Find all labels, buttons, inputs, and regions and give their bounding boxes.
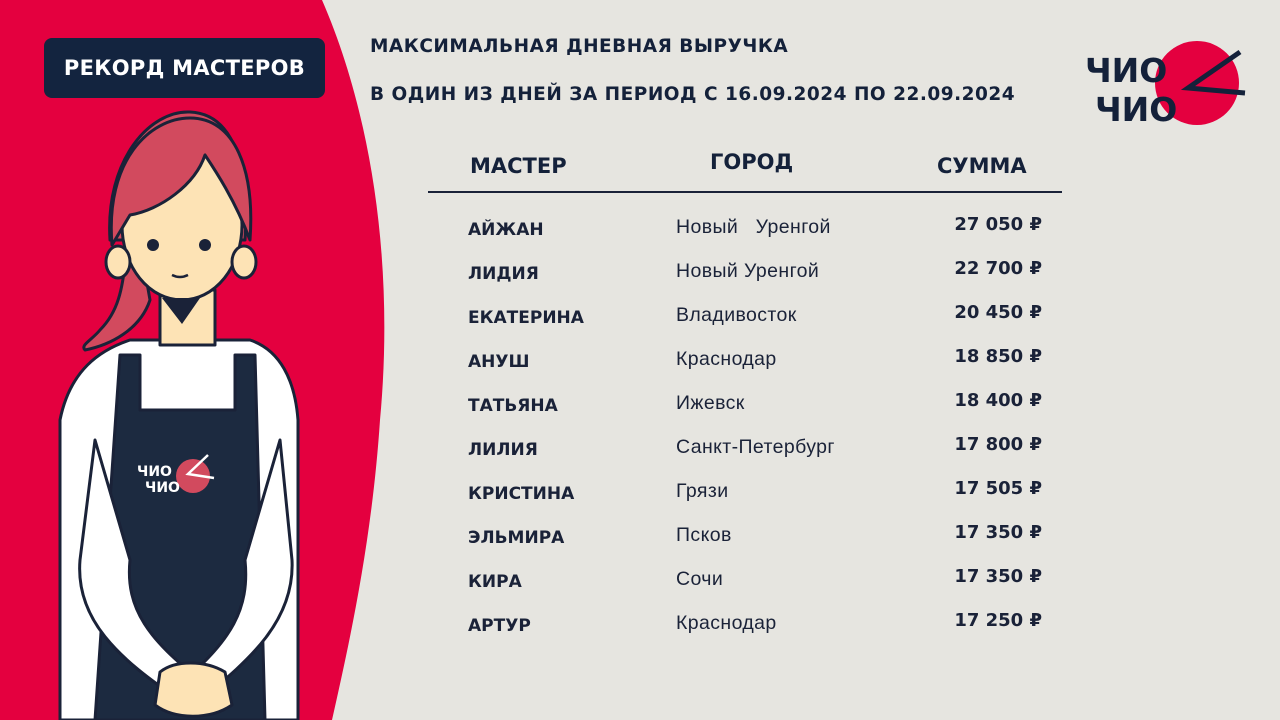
- table-row: АЙЖАН Новый Уренгой 27 050 ₽: [0, 212, 1280, 242]
- sum: 27 050 ₽: [954, 214, 1042, 235]
- city: Краснодар: [676, 612, 777, 634]
- chio-chio-logo: ЧИО ЧИО: [1085, 41, 1246, 129]
- table-row: ЛИДИЯ Новый Уренгой 22 700 ₽: [0, 256, 1280, 286]
- master-name: ЭЛЬМИРА: [468, 528, 565, 548]
- city: Ижевск: [676, 392, 745, 414]
- master-illustration: ЧИО ЧИО: [58, 110, 300, 720]
- header-sum: СУММА: [937, 154, 1027, 178]
- table-row: КРИСТИНА Грязи 17 505 ₽: [0, 476, 1280, 506]
- master-name: АРТУР: [468, 616, 531, 636]
- table-row: ЛИЛИЯ Санкт-Петербург 17 800 ₽: [0, 432, 1280, 462]
- city: Краснодар: [676, 348, 777, 370]
- svg-text:ЧИО: ЧИО: [1095, 90, 1177, 129]
- table-row: ЕКАТЕРИНА Владивосток 20 450 ₽: [0, 300, 1280, 330]
- header-city: ГОРОД: [710, 150, 794, 174]
- svg-text:ЧИО: ЧИО: [1085, 51, 1167, 90]
- master-name: АЙЖАН: [468, 220, 544, 240]
- sum: 17 250 ₽: [954, 610, 1042, 631]
- sum: 17 505 ₽: [954, 478, 1042, 499]
- table-row: ТАТЬЯНА Ижевск 18 400 ₽: [0, 388, 1280, 418]
- table-row: АНУШ Краснодар 18 850 ₽: [0, 344, 1280, 374]
- apron-logo: ЧИО ЧИО: [137, 454, 215, 496]
- svg-text:ЧИО: ЧИО: [137, 464, 172, 480]
- city: Псков: [676, 524, 732, 546]
- city: Новый Уренгой: [676, 216, 831, 238]
- sum: 17 800 ₽: [954, 434, 1042, 455]
- city: Новый Уренгой: [676, 260, 820, 282]
- sum: 18 400 ₽: [954, 390, 1042, 411]
- master-name: КРИСТИНА: [468, 484, 575, 504]
- record-badge: РЕКОРД МАСТЕРОВ: [44, 38, 325, 98]
- sum: 20 450 ₽: [954, 302, 1042, 323]
- master-name: ЛИЛИЯ: [468, 440, 538, 460]
- master-name: ТАТЬЯНА: [468, 396, 558, 416]
- table-row: ЭЛЬМИРА Псков 17 350 ₽: [0, 520, 1280, 550]
- table-row: КИРА Сочи 17 350 ₽: [0, 564, 1280, 594]
- page-subtitle: В ОДИН ИЗ ДНЕЙ ЗА ПЕРИОД С 16.09.2024 ПО…: [370, 84, 1016, 105]
- master-name: КИРА: [468, 572, 522, 592]
- header-divider: [428, 191, 1062, 193]
- city: Грязи: [676, 480, 729, 502]
- city: Санкт-Петербург: [676, 436, 835, 458]
- city: Сочи: [676, 568, 724, 590]
- page-title: МАКСИМАЛЬНАЯ ДНЕВНАЯ ВЫРУЧКА: [370, 36, 789, 57]
- sum: 18 850 ₽: [954, 346, 1042, 367]
- svg-text:ЧИО: ЧИО: [145, 480, 180, 496]
- table-row: АРТУР Краснодар 17 250 ₽: [0, 608, 1280, 638]
- sum: 17 350 ₽: [954, 566, 1042, 587]
- master-name: ЛИДИЯ: [468, 264, 539, 284]
- master-name: ЕКАТЕРИНА: [468, 308, 584, 328]
- sum: 17 350 ₽: [954, 522, 1042, 543]
- city: Владивосток: [676, 304, 797, 326]
- header-master: МАСТЕР: [470, 154, 567, 178]
- sum: 22 700 ₽: [954, 258, 1042, 279]
- master-name: АНУШ: [468, 352, 530, 372]
